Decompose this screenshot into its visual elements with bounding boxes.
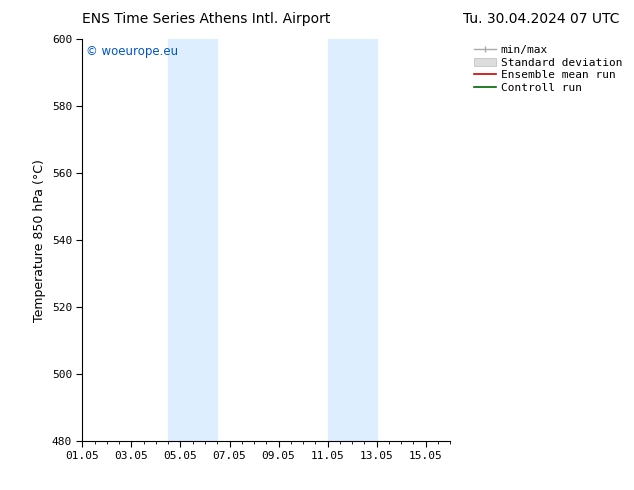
Y-axis label: Temperature 850 hPa (°C): Temperature 850 hPa (°C) — [33, 159, 46, 321]
Bar — [328, 39, 377, 441]
Text: ENS Time Series Athens Intl. Airport: ENS Time Series Athens Intl. Airport — [82, 12, 331, 26]
Text: © woeurope.eu: © woeurope.eu — [86, 45, 178, 58]
Bar — [168, 39, 217, 441]
Text: Tu. 30.04.2024 07 UTC: Tu. 30.04.2024 07 UTC — [463, 12, 619, 26]
Legend: min/max, Standard deviation, Ensemble mean run, Controll run: min/max, Standard deviation, Ensemble me… — [474, 45, 622, 93]
